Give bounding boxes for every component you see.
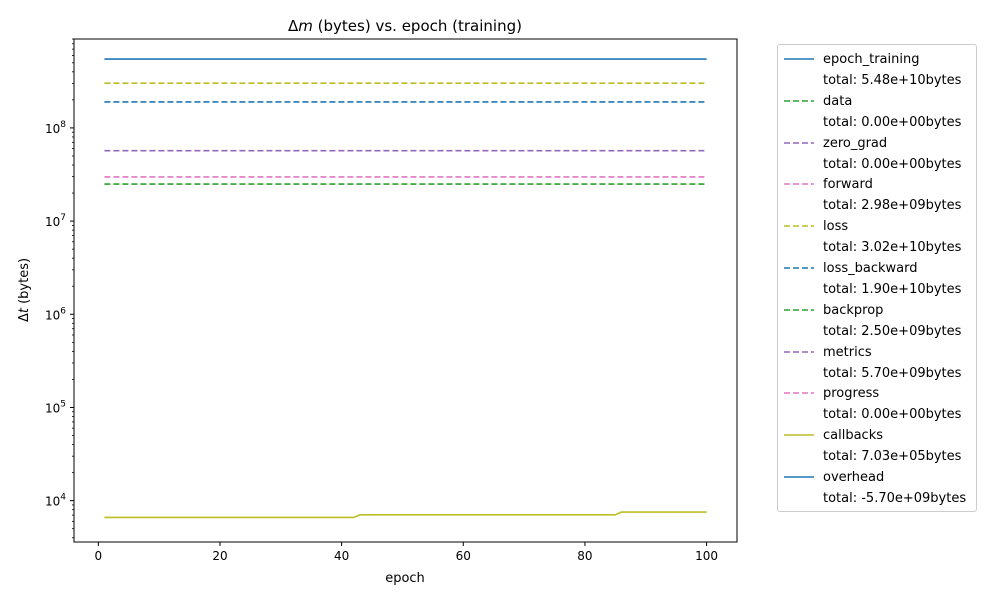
x-tick-label: 100 <box>695 549 718 563</box>
legend-total-label: total: 2.98e+09bytes <box>823 198 962 214</box>
legend-total-label: total: 5.70e+09bytes <box>823 365 962 381</box>
legend-total-label: total: 0.00e+00bytes <box>823 156 962 172</box>
legend-total: total: 0.00e+00bytes <box>778 156 978 176</box>
x-tick-label: 0 <box>95 549 103 563</box>
legend-label: progress <box>823 386 880 402</box>
legend-total: total: 5.48e+10bytes <box>778 72 978 92</box>
legend-label: loss <box>823 219 849 235</box>
series-line-callbacks <box>104 511 707 519</box>
y-axis-label: Δt (bytes) <box>17 258 32 322</box>
x-tick-label: 80 <box>577 549 592 563</box>
legend-label: overhead <box>823 470 885 485</box>
legend-label: zero_grad <box>823 135 888 151</box>
legend-swatch <box>784 225 814 227</box>
legend-total: total: -5.70e+09bytes <box>778 490 978 510</box>
chart-title: Δm (bytes) vs. epoch (training) <box>288 17 522 35</box>
legend-item-callbacks: callbacks <box>778 427 978 447</box>
y-tick-label: 107 <box>45 213 66 229</box>
legend-swatch <box>784 183 814 186</box>
legend-label: epoch_training <box>823 52 920 67</box>
legend-item-data: data <box>778 93 978 113</box>
x-tick-label: 40 <box>334 549 349 563</box>
x-axis-label: epoch <box>385 571 425 586</box>
legend-swatch <box>784 350 814 353</box>
legend-label: backprop <box>823 302 884 318</box>
axis-layer: 0 20 40 60 80 100 104 105 106 107 108 <box>45 38 718 563</box>
legend-total-label: total: 7.03e+05bytes <box>823 449 962 465</box>
legend-swatch <box>784 392 814 395</box>
y-tick-label: 105 <box>45 399 66 415</box>
legend-swatch <box>784 58 814 60</box>
legend-total: total: 2.50e+09bytes <box>778 323 978 343</box>
legend-label: forward <box>823 177 873 193</box>
legend-total: total: 5.70e+09bytes <box>778 365 978 385</box>
legend-item-overhead: overhead <box>778 469 978 489</box>
legend-total-label: total: 3.02e+10bytes <box>823 240 962 256</box>
legend-total-label: total: 1.90e+10bytes <box>823 282 962 297</box>
legend-item-progress: progress <box>778 385 978 405</box>
legend-label: metrics <box>823 344 872 360</box>
y-tick-label: 104 <box>45 493 66 509</box>
plot-frame <box>73 38 738 543</box>
x-tick-label: 60 <box>456 549 471 563</box>
legend-total: total: 1.90e+10bytes <box>778 281 978 301</box>
legend-swatch <box>784 476 814 478</box>
legend: epoch_training total: 5.48e+10bytes data to… <box>777 44 977 512</box>
legend-item-metrics: metrics <box>778 344 978 364</box>
legend-swatch <box>784 434 814 436</box>
legend-total-label: total: -5.70e+09bytes <box>823 491 967 506</box>
legend-label: loss_backward <box>823 261 918 276</box>
legend-total-label: total: 0.00e+00bytes <box>823 407 962 423</box>
legend-swatch <box>784 141 814 144</box>
legend-total-label: total: 0.00e+00bytes <box>823 114 962 130</box>
x-tick-label: 20 <box>212 549 227 563</box>
y-tick-label: 106 <box>45 306 66 322</box>
legend-label: data <box>823 93 853 109</box>
legend-item-forward: forward <box>778 176 978 196</box>
legend-total: total: 0.00e+00bytes <box>778 406 978 426</box>
legend-item-epoch-training: epoch_training <box>778 51 978 71</box>
legend-item-loss-backward: loss_backward <box>778 260 978 280</box>
legend-swatch <box>784 308 814 311</box>
legend-total: total: 7.03e+05bytes <box>778 448 978 468</box>
legend-total: total: 0.00e+00bytes <box>778 114 978 134</box>
legend-swatch <box>784 99 814 102</box>
legend-label: callbacks <box>823 428 884 444</box>
legend-item-loss: loss <box>778 218 978 238</box>
legend-swatch <box>784 267 814 269</box>
legend-total-label: total: 2.50e+09bytes <box>823 323 962 339</box>
legend-item-backprop: backprop <box>778 302 978 322</box>
series-layer <box>104 58 707 519</box>
legend-total: total: 2.98e+09bytes <box>778 197 978 217</box>
y-tick-label: 108 <box>45 120 66 136</box>
legend-total: total: 3.02e+10bytes <box>778 239 978 259</box>
legend-total-label: total: 5.48e+10bytes <box>823 73 962 88</box>
legend-item-zero-grad: zero_grad <box>778 135 978 155</box>
